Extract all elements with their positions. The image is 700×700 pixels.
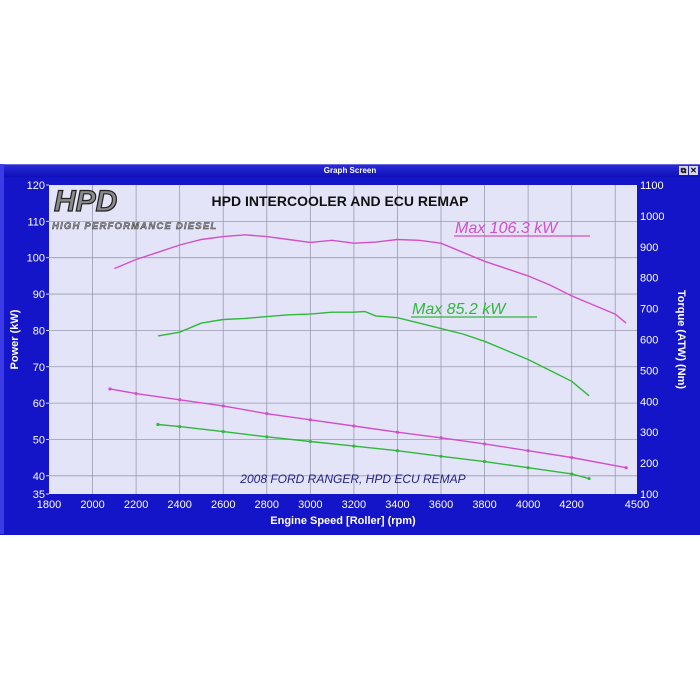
annotation-max-power-stock: Max 85.2 kW <box>412 301 507 318</box>
series-marker <box>108 387 112 391</box>
hpd-logo: HPD <box>54 185 117 218</box>
series-marker <box>352 424 356 428</box>
x-tick-label: 3600 <box>429 499 453 511</box>
window-titlebar[interactable]: Graph Screen ⧉ ✕ <box>0 165 700 177</box>
close-icon[interactable]: ✕ <box>689 166 698 175</box>
y2-tick-label: 700 <box>640 304 658 316</box>
y-tick-label: 90 <box>33 289 45 301</box>
x-tick-label: 2400 <box>167 499 191 511</box>
y2-tick-label: 400 <box>640 396 658 408</box>
y2-tick-label: 500 <box>640 365 658 377</box>
series-marker <box>482 459 487 464</box>
window-left-edge <box>0 164 4 534</box>
y-tick-label: 110 <box>27 216 45 228</box>
annotation-max-power-remap: Max 106.3 kW <box>455 220 559 237</box>
series-marker <box>570 472 574 476</box>
x-tick-label: 4000 <box>516 499 540 511</box>
window-title: Graph Screen <box>323 166 377 175</box>
y-tick-label: 80 <box>33 325 45 337</box>
y-tick-label: 35 <box>33 489 45 501</box>
series-marker <box>395 449 400 453</box>
series-line-3 <box>157 423 590 480</box>
x-tick-label: 2200 <box>124 499 148 511</box>
series-marker <box>526 449 530 453</box>
x-tick-label: 3400 <box>385 499 409 511</box>
y2-tick-label: 100 <box>640 489 658 501</box>
series-marker <box>265 435 269 439</box>
series-marker <box>221 429 225 434</box>
y-tick-label: 100 <box>27 253 45 265</box>
chart-subtitle: 2008 FORD RANGER, HPD ECU REMAP <box>239 472 465 486</box>
y2-tick-label: 1000 <box>640 211 664 223</box>
series-line-0 <box>114 234 627 324</box>
series-marker <box>156 422 160 427</box>
series-marker <box>570 455 574 460</box>
hpd-logo-subtitle: HIGH PERFORMANCE DIESEL <box>52 221 217 232</box>
y2-tick-label: 900 <box>640 242 658 254</box>
series-marker <box>587 476 591 481</box>
y2-tick-label: 300 <box>640 427 658 439</box>
y2-tick-label: 1100 <box>640 180 664 192</box>
series-marker <box>624 466 628 470</box>
series-marker <box>439 436 443 440</box>
series-marker <box>178 398 182 402</box>
series-marker <box>134 391 138 396</box>
series-marker <box>178 425 182 429</box>
series-marker <box>395 430 400 434</box>
x-tick-label: 4500 <box>625 499 649 511</box>
chart-title: HPD INTERCOOLER AND ECU REMAP <box>212 193 469 209</box>
x-tick-label: 1800 <box>37 499 61 511</box>
series-marker <box>352 444 356 448</box>
y2-tick-label: 200 <box>640 458 658 470</box>
x-tick-label: 3200 <box>342 499 366 511</box>
x-tick-label: 3800 <box>472 499 496 511</box>
y-tick-label: 40 <box>33 471 45 483</box>
y2-tick-label: 800 <box>640 273 658 285</box>
series-marker <box>439 454 443 458</box>
x-tick-label: 2800 <box>255 499 279 511</box>
series-marker <box>308 418 312 422</box>
y2-axis-label: Torque (ATW) (Nm) <box>675 290 687 390</box>
series-marker <box>221 404 225 408</box>
series-marker <box>308 439 312 444</box>
y-tick-label: 60 <box>33 398 45 410</box>
x-tick-label: 2000 <box>80 499 104 511</box>
restore-icon[interactable]: ⧉ <box>679 166 688 175</box>
y-axis-label: Power (kW) <box>9 309 21 369</box>
y-tick-label: 70 <box>33 362 45 374</box>
series-marker <box>482 442 487 446</box>
x-tick-label: 3000 <box>298 499 322 511</box>
series-marker <box>265 412 269 416</box>
series-marker <box>526 466 530 470</box>
x-tick-label: 4200 <box>559 499 583 511</box>
y2-tick-label: 600 <box>640 335 658 347</box>
y-tick-label: 50 <box>33 434 45 446</box>
y-tick-label: 120 <box>27 180 45 192</box>
x-axis-label: Engine Speed [Roller] (rpm) <box>270 515 416 527</box>
series-line-1 <box>157 310 590 397</box>
x-tick-label: 2600 <box>211 499 235 511</box>
